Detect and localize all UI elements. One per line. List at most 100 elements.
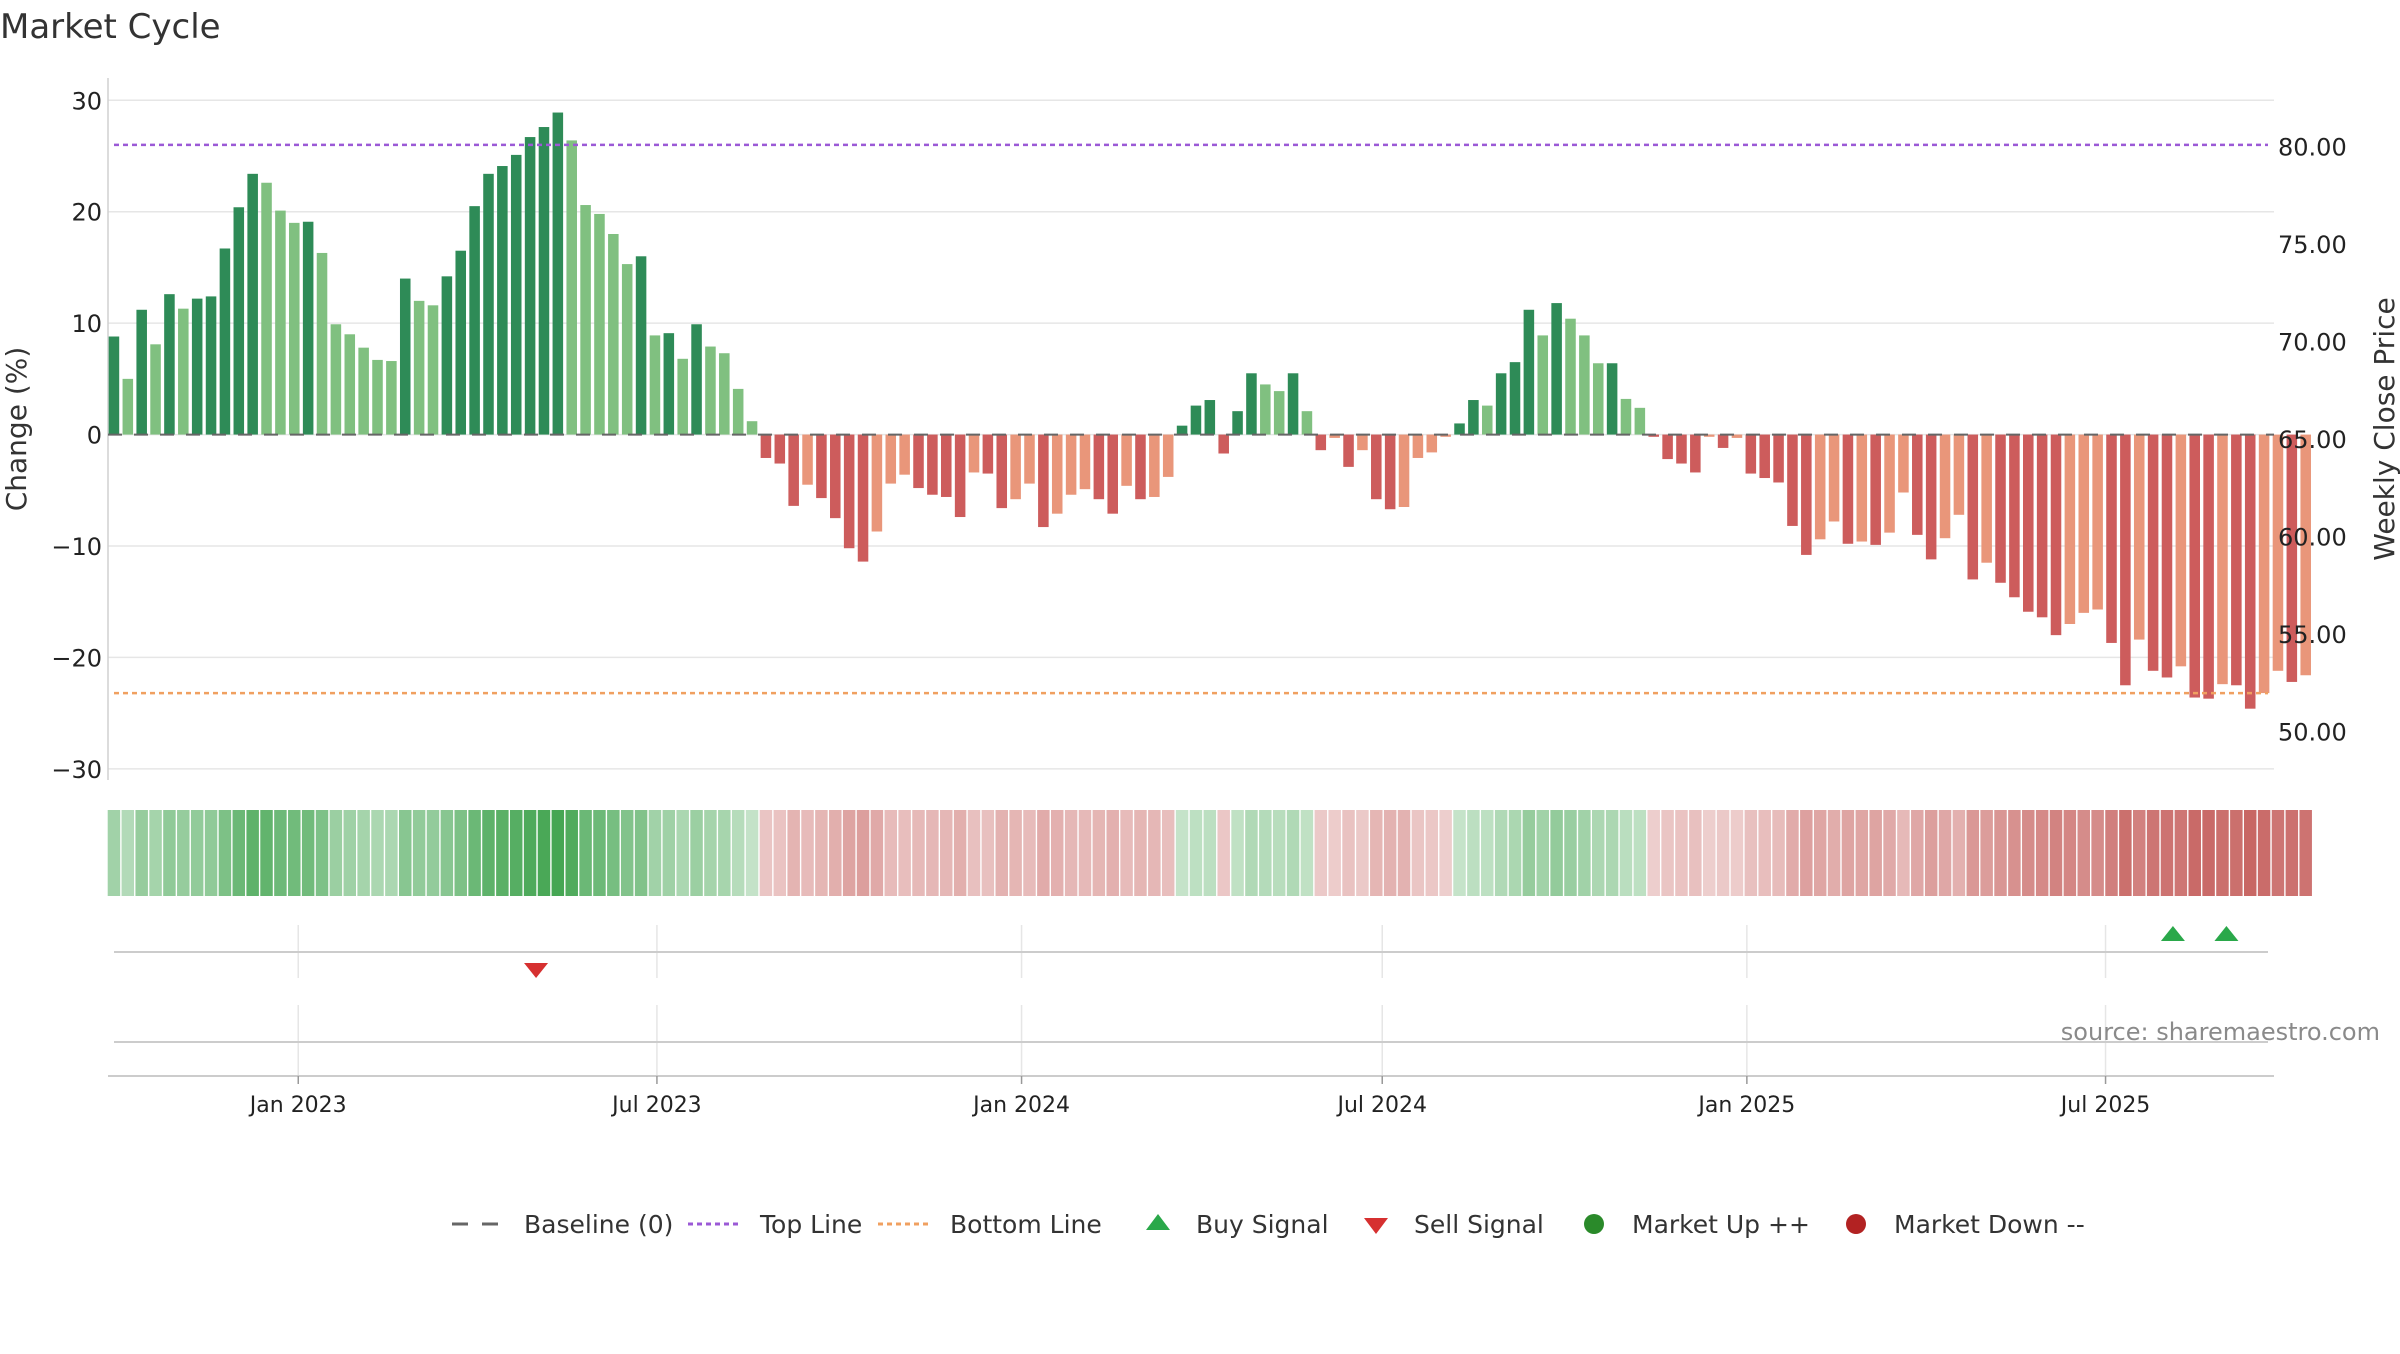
y-axis-right-label: Weekly Close Price	[2368, 297, 2400, 560]
heat-cell	[1855, 810, 1869, 896]
bar	[1856, 434, 1868, 542]
heat-cell	[884, 810, 898, 896]
bar	[289, 222, 300, 435]
y-tick-label: 0	[87, 422, 102, 450]
heat-cell	[135, 810, 148, 896]
heat-cell	[315, 810, 329, 896]
heat-cell	[482, 810, 495, 896]
bar	[261, 182, 272, 435]
bar	[1357, 434, 1368, 451]
bar	[1384, 434, 1396, 510]
bar	[2175, 434, 2187, 667]
bar	[746, 421, 758, 435]
sell-signal-marker	[524, 963, 549, 978]
heat-cell	[2077, 810, 2090, 896]
bar	[871, 434, 883, 532]
heat-cell	[759, 810, 773, 896]
y-tick-label-right: 75.00	[2278, 231, 2347, 259]
heat-cell	[1522, 810, 1536, 896]
heat-cell	[593, 810, 606, 896]
bar	[732, 388, 744, 435]
heat-cell	[1467, 810, 1480, 896]
heat-cell	[1453, 810, 1466, 896]
bar	[1828, 434, 1840, 522]
heat-cell	[1827, 810, 1841, 896]
bar	[524, 137, 536, 435]
y-axis-right: 80.00 75.00 70.00 65.00 60.00 55.00 50.00	[2278, 133, 2347, 746]
heat-cell	[634, 810, 648, 896]
bar	[1176, 425, 1188, 435]
bar	[108, 336, 120, 435]
heat-cell	[662, 810, 676, 896]
heat-cell	[1259, 810, 1272, 896]
bar	[899, 434, 910, 475]
heat-cell	[620, 810, 634, 896]
heat-cell	[440, 810, 454, 896]
legend-label: Market Down --	[1894, 1210, 2085, 1239]
bar	[1495, 373, 1507, 435]
heat-cell	[509, 810, 523, 896]
legend-label: Market Up ++	[1632, 1210, 1810, 1239]
heat-cell	[1203, 810, 1217, 896]
heat-cell	[898, 810, 911, 896]
heat-cell	[1050, 810, 1064, 896]
heat-cell	[1300, 810, 1314, 896]
heat-cell	[1841, 810, 1855, 896]
bar	[1010, 434, 1021, 500]
heat-cell	[399, 810, 412, 896]
bar	[1523, 309, 1535, 435]
legend-swatch	[1846, 1214, 1866, 1234]
y-tick-label-right: 60.00	[2278, 523, 2347, 551]
bar	[1967, 434, 1979, 580]
heat-cell	[704, 810, 717, 896]
y-tick-label: −10	[51, 533, 102, 561]
bar	[830, 434, 841, 519]
bar	[1051, 434, 1063, 514]
heat-cell	[301, 810, 315, 896]
bar	[1024, 434, 1035, 484]
heat-cell	[537, 810, 551, 896]
heat-cell	[2091, 810, 2104, 896]
bar	[1842, 434, 1854, 544]
bar	[1218, 434, 1229, 454]
heat-cell	[1716, 810, 1730, 896]
heat-cell	[1924, 810, 1938, 896]
heat-cell	[1161, 810, 1175, 896]
bar	[358, 347, 369, 435]
x-tick-label: Jul 2025	[2059, 1093, 2151, 1118]
heat-cell	[2299, 810, 2312, 896]
bar	[164, 294, 175, 435]
bar	[1801, 434, 1812, 555]
bar	[940, 434, 952, 497]
bar	[691, 324, 702, 435]
bar	[1343, 434, 1354, 467]
heat-cell	[1231, 810, 1244, 896]
bar	[802, 434, 813, 485]
bar	[1481, 405, 1493, 435]
bar	[913, 434, 924, 489]
bar	[1315, 434, 1327, 451]
heat-cell	[801, 810, 814, 896]
heat-cell	[1120, 810, 1133, 896]
heat-cell	[1383, 810, 1397, 896]
buy-signal-marker	[2214, 926, 2239, 941]
heat-cell	[2216, 810, 2229, 896]
bar	[857, 434, 869, 562]
heat-cell	[2174, 810, 2188, 896]
heat-cell	[107, 810, 121, 896]
heat-cell	[815, 810, 828, 896]
heat-cell	[2119, 810, 2132, 896]
bar	[2258, 434, 2270, 694]
heat-cell	[1730, 810, 1744, 896]
legend-item-down: Market Down --	[1846, 1210, 2085, 1239]
bar	[1565, 318, 1576, 435]
heat-cell	[1994, 810, 2007, 896]
heat-cell	[1439, 810, 1452, 896]
bar	[1079, 434, 1091, 490]
heat-cell	[1786, 810, 1799, 896]
heat-cell	[218, 810, 232, 896]
heat-cell	[1148, 810, 1161, 896]
bar	[1870, 434, 1881, 545]
heat-cell	[121, 810, 135, 896]
heat-cell	[1078, 810, 1092, 896]
